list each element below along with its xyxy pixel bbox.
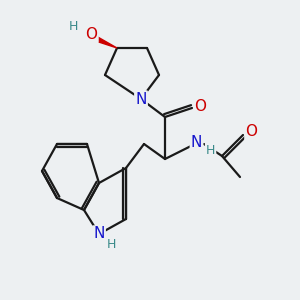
Text: O: O [85,27,98,42]
Text: N: N [93,226,105,242]
Text: H: H [69,20,78,34]
Polygon shape [89,33,117,48]
Text: H: H [107,238,116,251]
Text: H: H [206,143,215,157]
Text: N: N [191,135,202,150]
Text: O: O [245,124,257,140]
Text: O: O [194,99,206,114]
Text: N: N [135,92,147,106]
